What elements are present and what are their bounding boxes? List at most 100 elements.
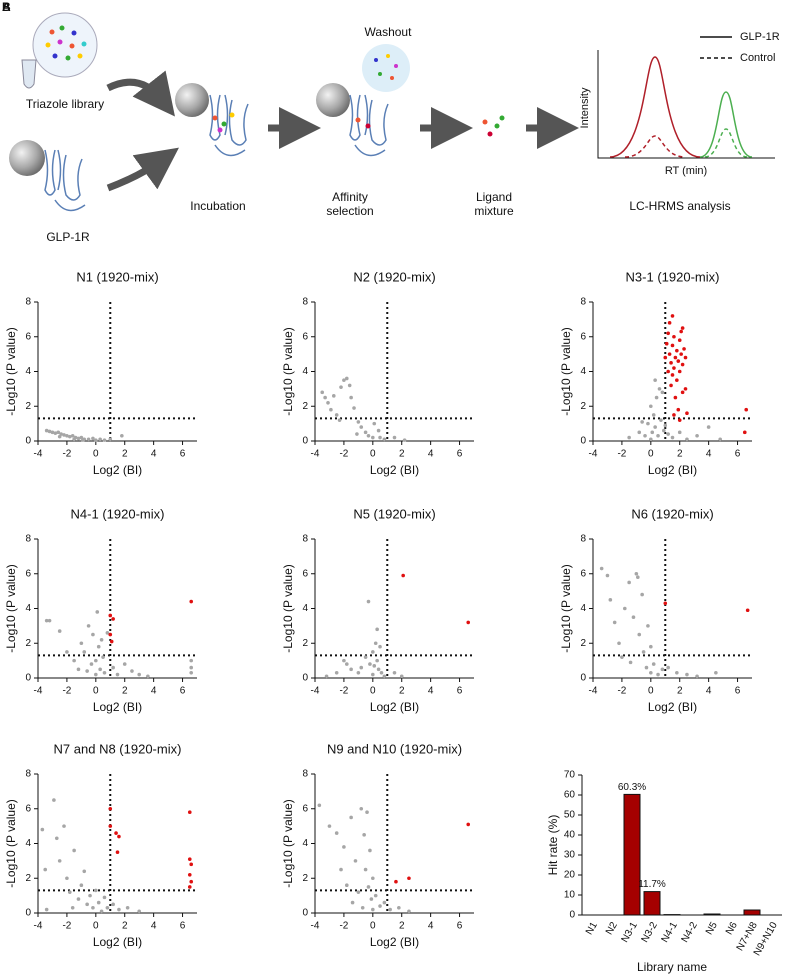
point — [62, 824, 66, 828]
point — [324, 674, 329, 679]
point — [94, 658, 98, 663]
point — [679, 352, 683, 356]
point — [670, 435, 675, 440]
point — [72, 437, 76, 442]
bar — [623, 793, 641, 916]
x-tick-label: 6 — [180, 449, 186, 460]
point — [329, 407, 333, 412]
point — [371, 876, 375, 881]
value-label: 11.7% — [638, 879, 666, 890]
point — [677, 338, 682, 343]
point — [331, 394, 336, 398]
x-tick-label: 2 — [122, 449, 128, 460]
x-tick-label: -2 — [62, 921, 71, 932]
point — [356, 670, 361, 675]
point — [718, 437, 722, 442]
y-axis-label: -Log10 (P value) — [281, 799, 295, 888]
point — [676, 359, 681, 363]
point — [363, 867, 368, 872]
chart-title: N9 and N10 (1920-mix) — [327, 741, 462, 756]
point — [373, 893, 378, 898]
point — [644, 665, 649, 670]
point — [115, 850, 120, 854]
point — [52, 798, 56, 802]
x-tick-label: 0 — [93, 921, 99, 932]
y-tick-label: 4 — [580, 366, 586, 377]
point — [662, 428, 666, 433]
x-tick-label: 6 — [735, 449, 741, 460]
point — [673, 395, 678, 400]
point — [682, 347, 686, 351]
point — [641, 650, 646, 654]
x-tick-label: 4 — [151, 686, 157, 697]
point — [76, 897, 81, 901]
point — [82, 650, 87, 654]
point — [378, 904, 382, 908]
point — [57, 859, 62, 863]
point — [114, 831, 118, 835]
point — [714, 670, 718, 675]
y-tick-label: 2 — [302, 873, 308, 884]
point — [372, 421, 377, 426]
point — [44, 907, 49, 912]
point — [98, 437, 102, 442]
point — [352, 406, 356, 410]
point — [47, 429, 52, 434]
x-tick-label: 0 — [370, 921, 376, 932]
point — [108, 806, 113, 811]
peak — [699, 91, 753, 158]
x-tick-label: -4 — [589, 686, 598, 697]
x-tick-label: -2 — [339, 921, 348, 932]
point — [371, 672, 375, 677]
point — [91, 632, 95, 637]
y-tick-label: 8 — [25, 534, 31, 545]
point — [342, 845, 346, 849]
y-tick-label: 0 — [302, 908, 308, 919]
point — [82, 869, 87, 874]
point — [388, 907, 392, 912]
peak — [704, 128, 748, 158]
point — [79, 883, 84, 887]
point — [649, 437, 653, 442]
point — [660, 390, 665, 395]
panel-label: A — [2, 0, 11, 14]
point — [680, 390, 685, 395]
point — [359, 806, 364, 811]
x-tick-label: N1 — [584, 920, 600, 937]
x-axis-label: Log2 (BI) — [370, 463, 419, 477]
point — [394, 879, 398, 884]
point — [102, 670, 107, 675]
y-tick-label: 6 — [580, 568, 586, 579]
x-tick-label: -4 — [589, 449, 598, 460]
point — [368, 848, 372, 853]
point — [663, 423, 668, 428]
point — [375, 658, 379, 663]
y-tick-label: 2 — [580, 638, 586, 649]
point — [68, 890, 72, 894]
point — [72, 658, 76, 663]
y-tick-label: 4 — [302, 603, 308, 614]
point — [349, 395, 353, 400]
library-label: Triazole library — [26, 97, 104, 111]
x-tick-label: 0 — [93, 686, 99, 697]
y-tick-label: 0 — [580, 673, 586, 684]
washout-bubble — [362, 44, 410, 92]
point — [466, 822, 471, 827]
axes — [592, 302, 752, 442]
point — [125, 905, 130, 910]
point — [679, 329, 683, 334]
y-tick-label: 10 — [564, 890, 576, 901]
point — [366, 885, 371, 889]
point — [96, 900, 101, 905]
x-tick-label: N3-1 — [620, 920, 641, 945]
receptor — [44, 149, 86, 212]
point — [53, 431, 58, 435]
point — [362, 833, 366, 837]
point — [76, 436, 81, 441]
point — [623, 606, 627, 611]
x-tick-label: -4 — [311, 921, 320, 932]
y-tick-label: 20 — [564, 870, 576, 881]
x-tick-label: N4-2 — [680, 920, 701, 945]
point — [98, 667, 102, 672]
point — [359, 665, 364, 670]
